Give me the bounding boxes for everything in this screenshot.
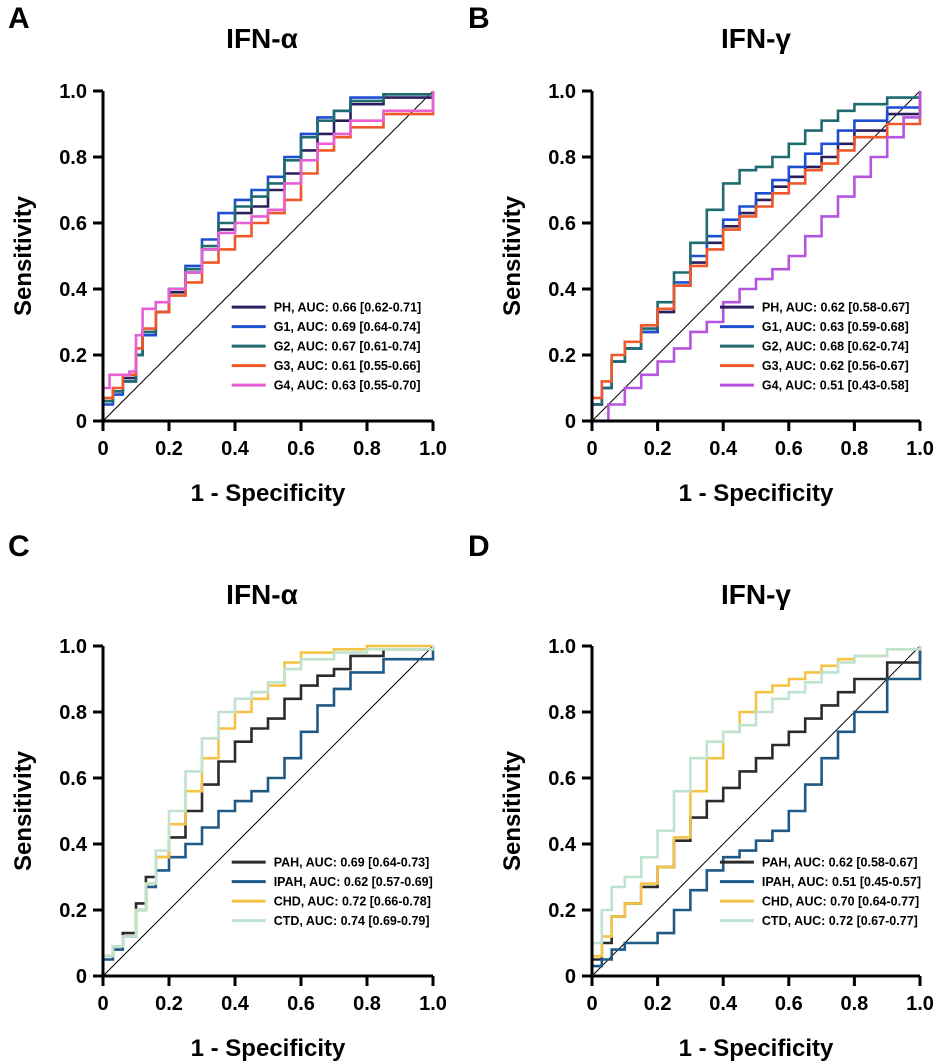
panel-b-y-tick-label: 0.4 [548, 279, 577, 301]
panel-d-letter: D [468, 530, 490, 563]
panel-b-letter: B [468, 2, 490, 35]
panel-b-x-axis-label: 1 - Specificity [679, 480, 834, 507]
panel-b-legend-label-ph: PH, AUC: 0.62 [0.58-0.67] [762, 301, 910, 315]
panel-c-curve-ctd [101, 646, 435, 976]
panel-b: B IFN-γ 0 0.2 0.4 0.6 0.8 1.0 0 0.2 0.4 0.6 0.8 1.0 1 … [468, 2, 934, 507]
panel-a-y-axis-label: Sensitivity [10, 195, 37, 316]
panel-c-legend-label-chd: CHD, AUC: 0.72 [0.66-0.78] [274, 895, 431, 909]
panel-c-y-tick-label: 0.6 [59, 768, 87, 790]
panel-c-x-tick-label: 0.4 [221, 993, 250, 1015]
panel-c-x-tick-label: 0.8 [353, 993, 381, 1015]
panel-d-legend-label-chd: CHD, AUC: 0.70 [0.64-0.77] [762, 895, 919, 909]
panel-a-y-tick-label: 0.2 [59, 345, 87, 367]
panel-a-x-tick-label: 0.2 [155, 438, 183, 460]
panel-a-legend-label-ph: PH, AUC: 0.66 [0.62-0.71] [274, 301, 422, 315]
panel-d-x-tick-label: 0.8 [840, 993, 868, 1015]
panel-c-reference-line [102, 645, 434, 977]
panel-b-x-tick-label: 0.2 [644, 438, 672, 460]
panel-a-title: IFN-α [226, 23, 298, 54]
panel-b-x-tick-label: 0.6 [775, 438, 803, 460]
panel-c-title: IFN-α [226, 579, 298, 610]
panel-a-y-tick-label: 0.8 [59, 147, 87, 169]
panel-b-legend-label-g1: G1, AUC: 0.63 [0.59-0.68] [762, 320, 909, 334]
panel-d-curve-ipah [590, 646, 922, 976]
panel-b-curve-g4 [592, 91, 922, 423]
panel-c-x-axis-label: 1 - Specificity [191, 1035, 346, 1062]
panel-a-curve-g4 [101, 91, 435, 421]
panel-a-reference-line [102, 90, 434, 422]
panel-d-y-tick-label: 0.8 [548, 702, 576, 724]
panel-d-x-tick-label: 0.4 [709, 993, 738, 1015]
panel-b-legend-label-g3: G3, AUC: 0.62 [0.56-0.67] [762, 359, 909, 373]
panel-d-x-tick-label: 0 [586, 993, 597, 1015]
panel-d-legend-label-ctd: CTD, AUC: 0.72 [0.67-0.77] [762, 914, 918, 928]
panel-a-x-axis-label: 1 - Specificity [191, 480, 346, 507]
panel-a-x-tick-label: 1.0 [419, 438, 447, 460]
panel-a-letter: A [8, 2, 30, 35]
panel-c-x-tick-label: 0.6 [287, 993, 315, 1015]
panel-a-x-tick-label: 0.6 [287, 438, 315, 460]
panel-b-y-axis-label: Sensitivity [499, 195, 526, 316]
panel-c-x-tick-label: 0 [97, 993, 108, 1015]
panel-a-legend-label-g2: G2, AUC: 0.67 [0.61-0.74] [274, 340, 421, 354]
panel-d-y-tick-label: 0.2 [548, 900, 576, 922]
panel-c-y-tick-label: 0.4 [59, 834, 88, 856]
panel-c-legend-label-ipah: IPAH, AUC: 0.62 [0.57-0.69] [274, 875, 433, 889]
panel-c-y-tick-label: 1.0 [59, 636, 87, 658]
panel-d-legend-label-pah: PAH, AUC: 0.62 [0.58-0.67] [762, 856, 918, 870]
panel-b-reference-line [591, 90, 921, 422]
panel-b-y-tick-label: 0.8 [548, 147, 576, 169]
panel-b-title: IFN-γ [721, 23, 791, 54]
panel-c-y-axis-label: Sensitivity [10, 750, 37, 871]
panel-a-x-tick-label: 0.8 [353, 438, 381, 460]
panel-d-reference-line [591, 645, 921, 977]
panel-b-x-tick-label: 0.4 [709, 438, 738, 460]
panel-a-legend-label-g1: G1, AUC: 0.69 [0.64-0.74] [274, 320, 421, 334]
panel-c-legend-label-ctd: CTD, AUC: 0.74 [0.69-0.79] [274, 914, 430, 928]
panel-d-y-tick-label: 1.0 [548, 636, 576, 658]
panel-a-y-tick-label: 0 [76, 411, 87, 433]
panel-d-legend-label-ipah: IPAH, AUC: 0.51 [0.45-0.57] [762, 875, 921, 889]
panel-b-legend-label-g2: G2, AUC: 0.68 [0.62-0.74] [762, 340, 909, 354]
panel-d-x-tick-label: 1.0 [906, 993, 934, 1015]
panel-d-x-tick-label: 0.2 [644, 993, 672, 1015]
panel-d-y-tick-label: 0 [565, 966, 576, 988]
panel-c-legend-label-pah: PAH, AUC: 0.69 [0.64-0.73] [274, 856, 430, 870]
panel-a-y-tick-label: 0.4 [59, 279, 88, 301]
panel-c-x-tick-label: 1.0 [419, 993, 447, 1015]
panel-d-y-tick-label: 0.4 [548, 834, 577, 856]
panel-a-legend-label-g4: G4, AUC: 0.63 [0.55-0.70] [274, 379, 421, 393]
panel-c-y-tick-label: 0.8 [59, 702, 87, 724]
panel-a-x-tick-label: 0.4 [221, 438, 250, 460]
panel-d-title: IFN-γ [721, 579, 791, 610]
panel-c-y-tick-label: 0 [76, 966, 87, 988]
panel-b-y-tick-label: 0 [565, 411, 576, 433]
panel-b-curve-g3 [590, 91, 922, 421]
panel-a-y-tick-label: 1.0 [59, 81, 87, 103]
panel-c-y-tick-label: 0.2 [59, 900, 87, 922]
panel-a-x-tick-label: 0 [97, 438, 108, 460]
panel-b-y-tick-label: 1.0 [548, 81, 576, 103]
panel-c-x-tick-label: 0.2 [155, 993, 183, 1015]
panel-b-x-tick-label: 0 [586, 438, 597, 460]
panel-a-legend-label-g3: G3, AUC: 0.61 [0.55-0.66] [274, 359, 421, 373]
panel-c-letter: C [8, 530, 30, 563]
panel-d-x-axis-label: 1 - Specificity [679, 1035, 834, 1062]
panel-b-legend-label-g4: G4, AUC: 0.51 [0.43-0.58] [762, 379, 909, 393]
panel-a: A IFN-α 0 0.2 0.4 0.6 0.8 1.0 0 0.2 0.4 0.6 0.8 1.0 1 … [8, 2, 447, 507]
panel-d-y-tick-label: 0.6 [548, 768, 576, 790]
panel-a-y-tick-label: 0.6 [59, 213, 87, 235]
panel-d: D IFN-γ 0 0.2 0.4 0.6 0.8 1.0 0 0.2 0.4 0.6 0.8 1.0 1 … [468, 530, 934, 1062]
panel-b-y-tick-label: 0.6 [548, 213, 576, 235]
panel-d-y-axis-label: Sensitivity [499, 750, 526, 871]
panel-b-x-tick-label: 1.0 [906, 438, 934, 460]
panel-b-x-tick-label: 0.8 [840, 438, 868, 460]
panel-d-x-tick-label: 0.6 [775, 993, 803, 1015]
panel-d-curve-ctd [590, 646, 922, 976]
panel-c: C IFN-α 0 0.2 0.4 0.6 0.8 1.0 0 0.2 0.4 0.6 0.8 1.0 1 … [8, 530, 447, 1062]
panel-b-y-tick-label: 0.2 [548, 345, 576, 367]
